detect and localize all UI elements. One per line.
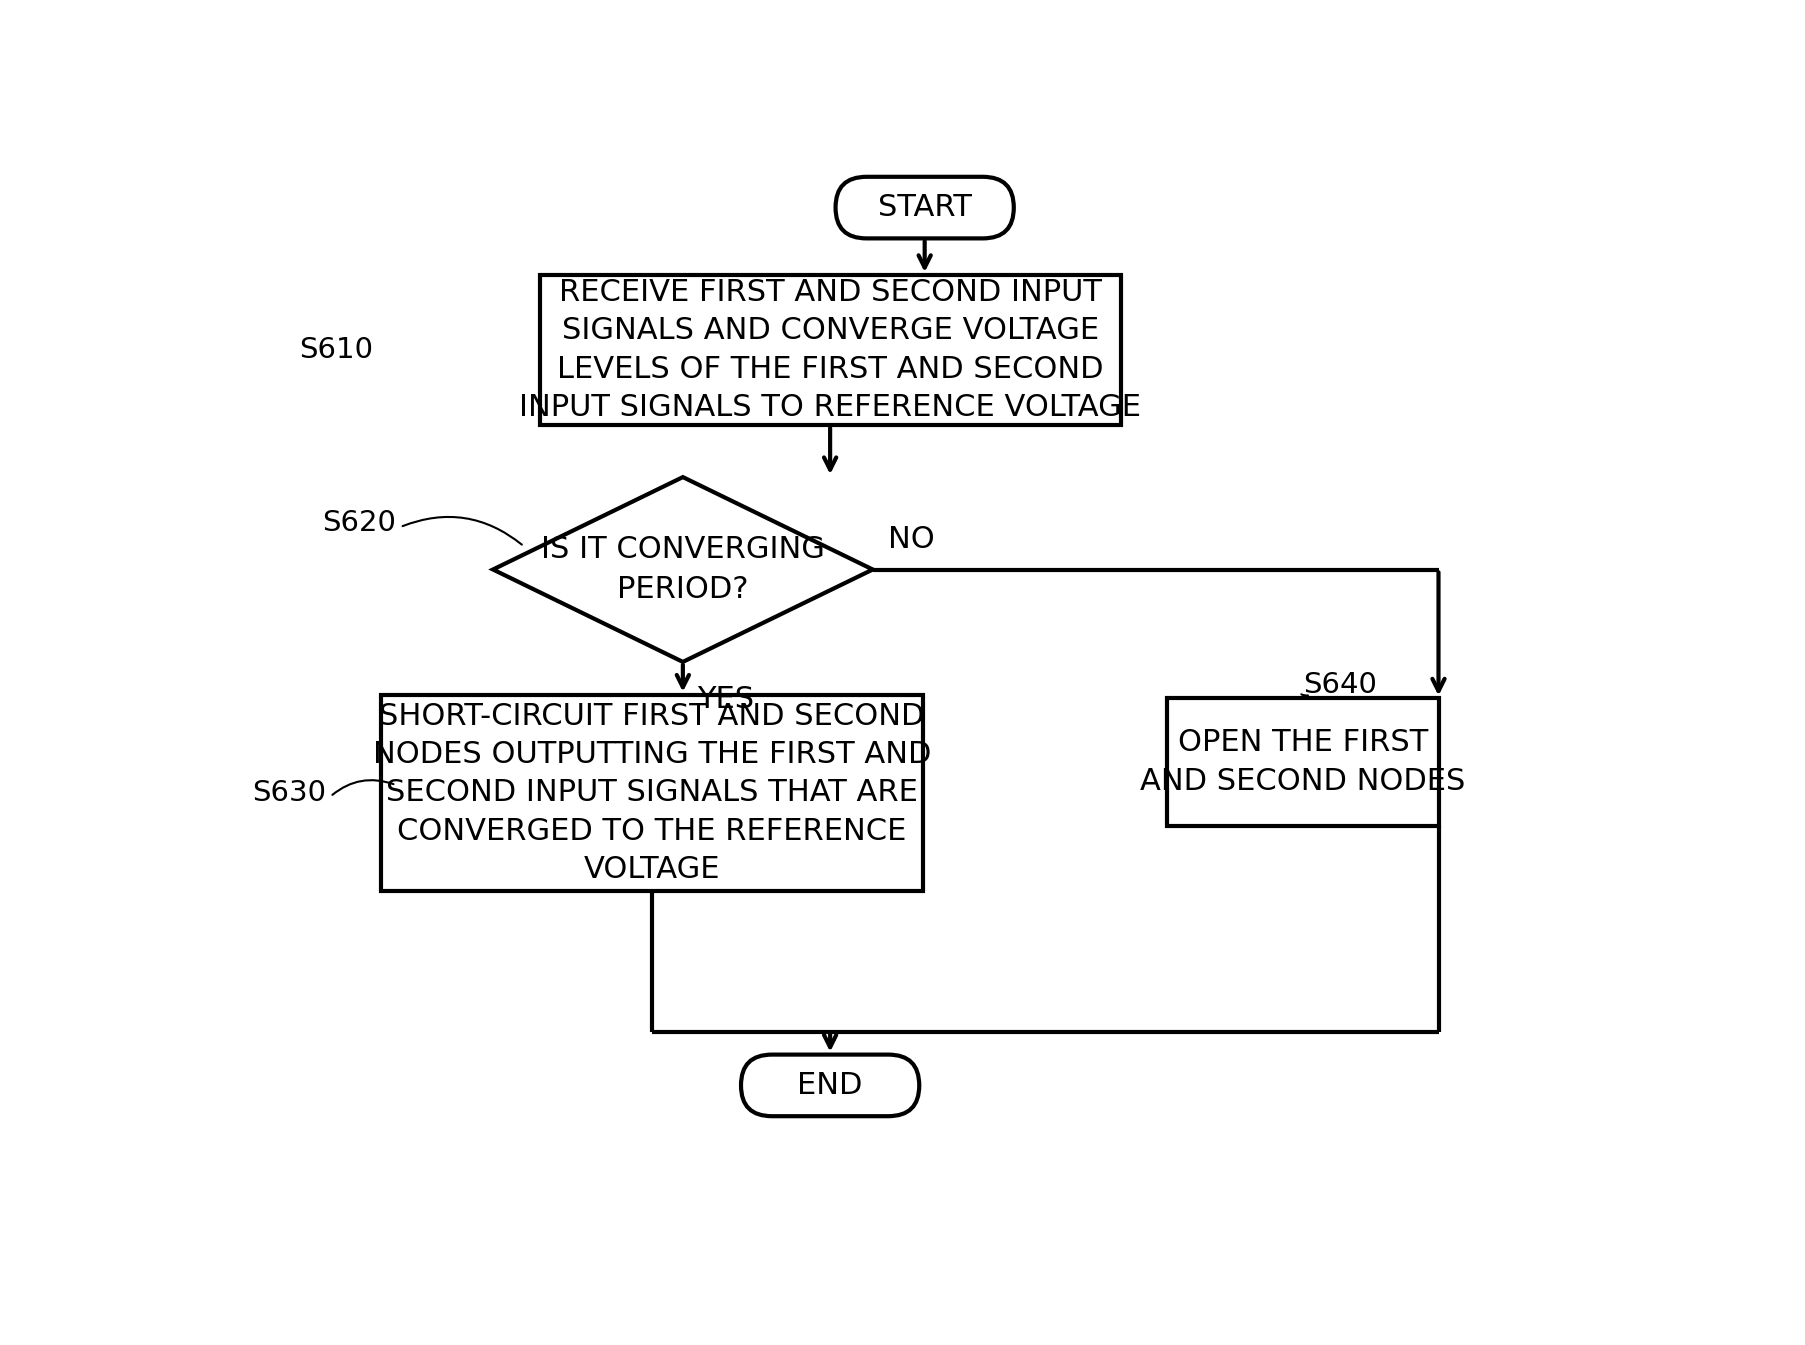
Text: IS IT CONVERGING
PERIOD?: IS IT CONVERGING PERIOD?	[542, 535, 825, 604]
Text: S640: S640	[1303, 671, 1377, 699]
Text: RECEIVE FIRST AND SECOND INPUT
SIGNALS AND CONVERGE VOLTAGE
LEVELS OF THE FIRST : RECEIVE FIRST AND SECOND INPUT SIGNALS A…	[520, 278, 1141, 422]
Text: SHORT-CIRCUIT FIRST AND SECOND
NODES OUTPUTTING THE FIRST AND
SECOND INPUT SIGNA: SHORT-CIRCUIT FIRST AND SECOND NODES OUT…	[372, 702, 931, 884]
Text: END: END	[798, 1071, 863, 1100]
Text: START: START	[877, 194, 971, 222]
Text: OPEN THE FIRST
AND SECOND NODES: OPEN THE FIRST AND SECOND NODES	[1141, 729, 1466, 796]
Bar	[1168, 698, 1439, 826]
Polygon shape	[493, 477, 874, 662]
Text: S620: S620	[323, 510, 395, 537]
Text: NO: NO	[888, 525, 935, 554]
Text: S610: S610	[300, 336, 374, 364]
FancyBboxPatch shape	[836, 176, 1014, 238]
Bar	[381, 694, 922, 890]
FancyBboxPatch shape	[742, 1054, 919, 1116]
Text: YES: YES	[697, 685, 754, 714]
Text: S630: S630	[253, 779, 327, 807]
Bar	[540, 274, 1121, 425]
